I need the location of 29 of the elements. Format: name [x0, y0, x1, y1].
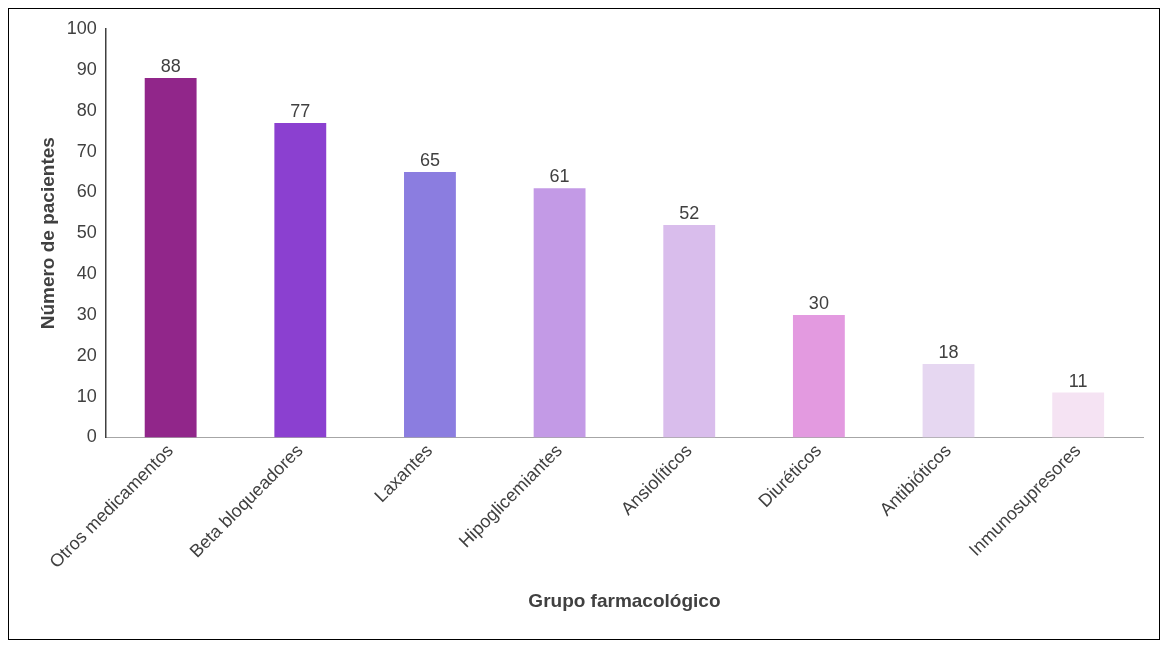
y-tick-label: 50: [76, 222, 97, 243]
data-label: 65: [419, 149, 440, 170]
data-label: 61: [549, 166, 570, 187]
y-tick-label: 30: [76, 303, 97, 324]
y-tick-label: 10: [76, 385, 97, 406]
y-tick-label: 70: [76, 140, 97, 161]
bar: [792, 314, 845, 438]
data-label: 18: [938, 341, 959, 362]
bar: [533, 188, 586, 438]
y-axis-title: Número de pacientes: [36, 137, 58, 330]
x-axis-title: Grupo farmacológico: [528, 589, 721, 611]
bar: [1052, 392, 1105, 438]
bar: [274, 122, 327, 438]
y-tick-label: 100: [66, 17, 97, 38]
bar: [663, 225, 716, 438]
bar: [404, 171, 456, 438]
data-label: 88: [160, 55, 181, 76]
y-tick-label: 0: [86, 426, 97, 447]
data-label: 77: [290, 100, 311, 121]
bar: [922, 363, 975, 438]
data-label: 11: [1068, 370, 1088, 391]
data-label: 30: [808, 292, 829, 313]
y-tick-label: 90: [76, 58, 97, 79]
y-tick-label: 80: [76, 99, 97, 120]
bar: [144, 78, 197, 438]
y-tick-label: 60: [76, 181, 97, 202]
data-label: 52: [679, 203, 700, 224]
y-tick-label: 20: [76, 344, 97, 365]
y-tick-label: 40: [76, 263, 97, 284]
